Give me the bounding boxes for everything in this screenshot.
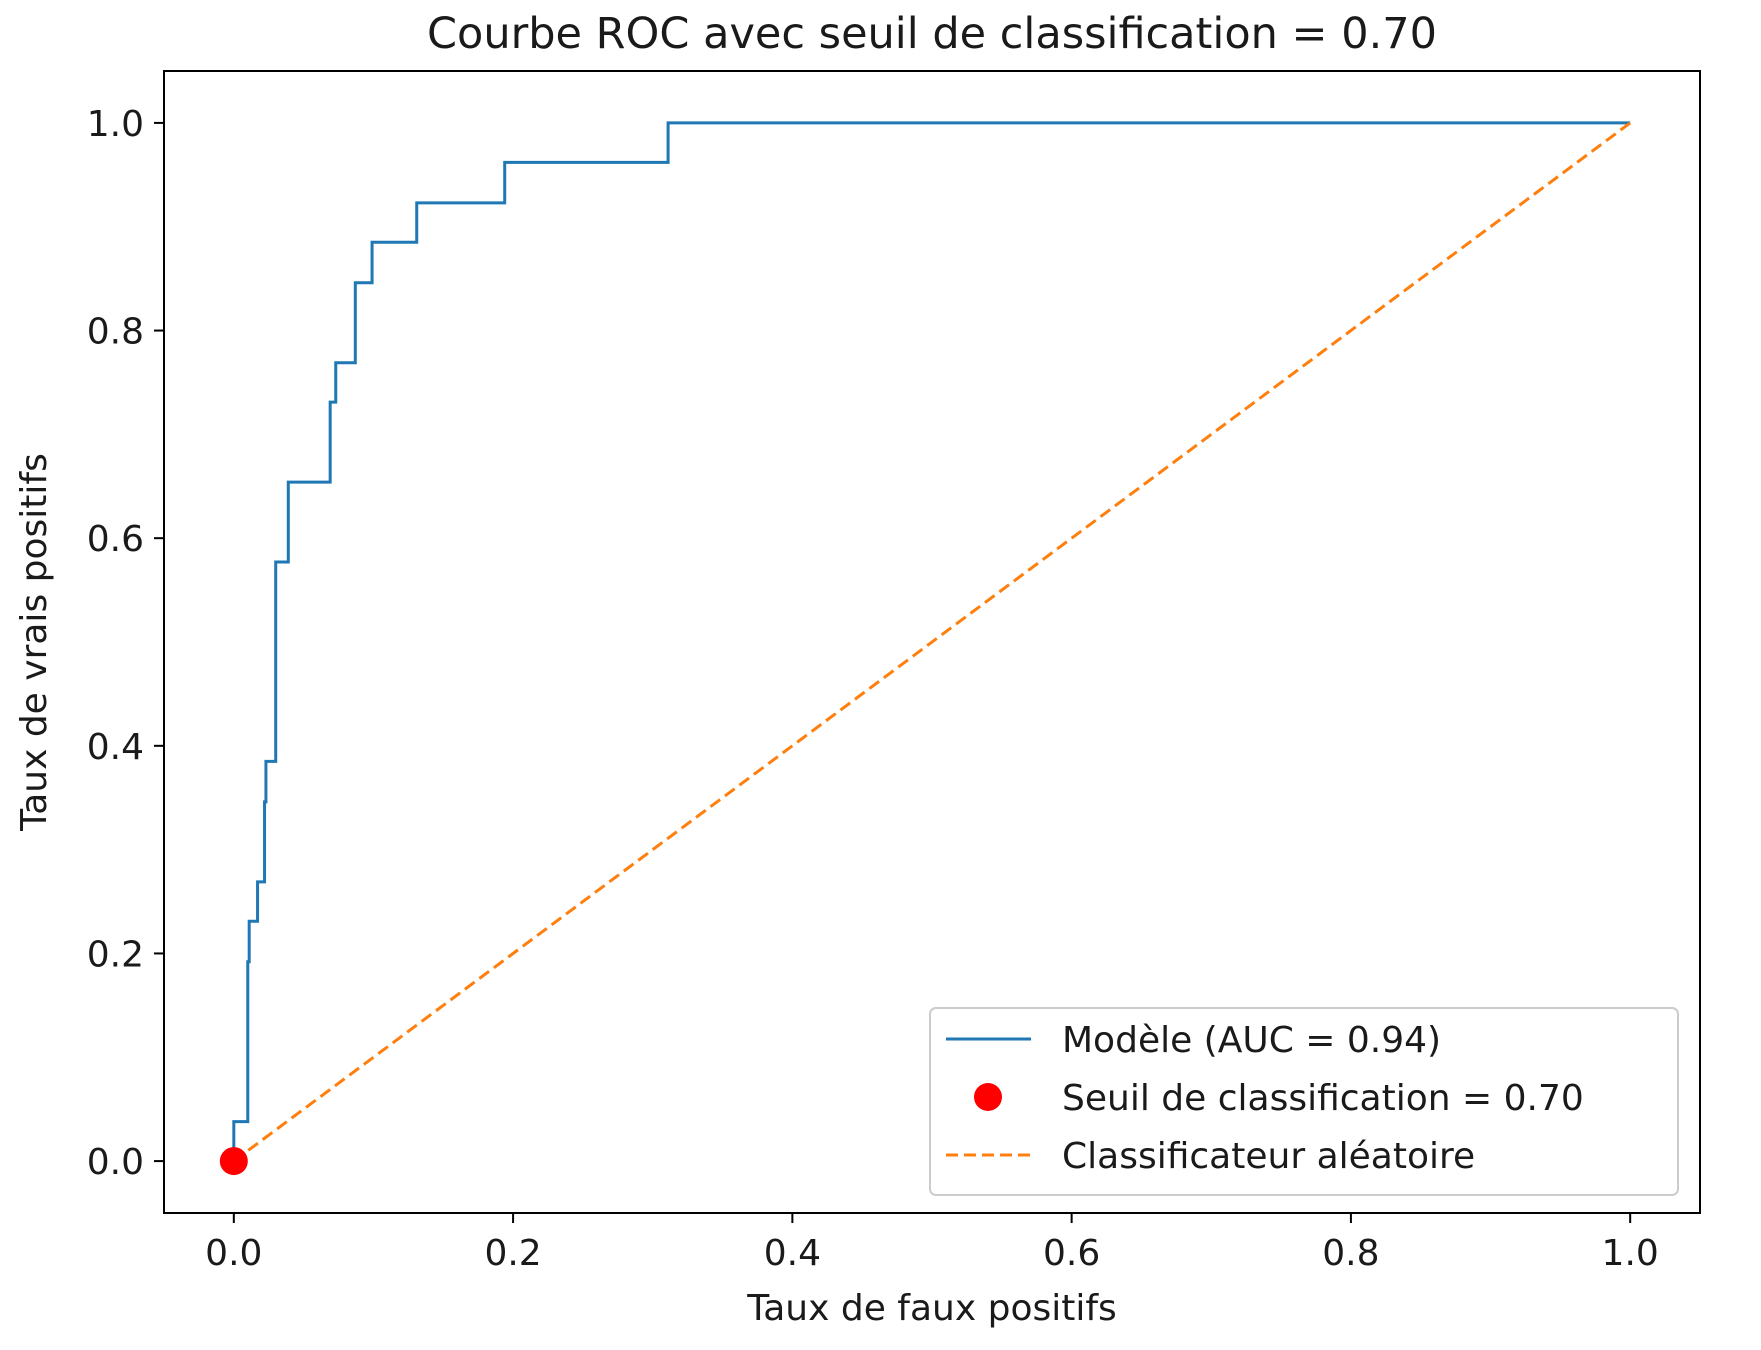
y-axis-label: Taux de vrais positifs	[14, 453, 55, 832]
y-tick-label: 1.0	[87, 104, 144, 145]
x-tick-label: 0.6	[1043, 1233, 1100, 1274]
y-tick-label: 0.4	[87, 727, 144, 768]
x-tick-label: 0.0	[205, 1233, 262, 1274]
legend-label-random: Classificateur aléatoire	[1062, 1136, 1475, 1177]
y-tick-label: 0.2	[87, 934, 144, 975]
legend-label-model: Modèle (AUC = 0.94)	[1062, 1020, 1441, 1061]
legend-marker-threshold	[974, 1083, 1002, 1111]
x-axis-label: Taux de faux positifs	[746, 1288, 1117, 1329]
threshold-point	[219, 1147, 248, 1176]
y-tick-label: 0.0	[87, 1142, 144, 1183]
chart-title: Courbe ROC avec seuil de classification …	[427, 9, 1437, 59]
legend-label-threshold: Seuil de classification = 0.70	[1062, 1078, 1584, 1119]
axes-frame	[163, 70, 1701, 1214]
y-tick-label: 0.8	[87, 312, 144, 353]
random-classifier-line	[232, 121, 1632, 1163]
legend-box	[929, 1007, 1679, 1196]
y-tick-label: 0.6	[87, 519, 144, 560]
plot-layer	[219, 121, 1632, 1176]
roc-curve-line	[232, 121, 1631, 1162]
x-tick-label: 0.4	[764, 1233, 821, 1274]
x-tick-label: 1.0	[1602, 1233, 1659, 1274]
x-tick-label: 0.8	[1322, 1233, 1379, 1274]
x-tick-label: 0.2	[484, 1233, 541, 1274]
legend: Modèle (AUC = 0.94) Seuil de classificat…	[929, 1007, 1679, 1196]
ticks-layer: 0.0 0.2 0.4 0.6 0.8 1.0 0.0 0.2 0.4 0.6 0.8 1.0	[87, 104, 1659, 1274]
